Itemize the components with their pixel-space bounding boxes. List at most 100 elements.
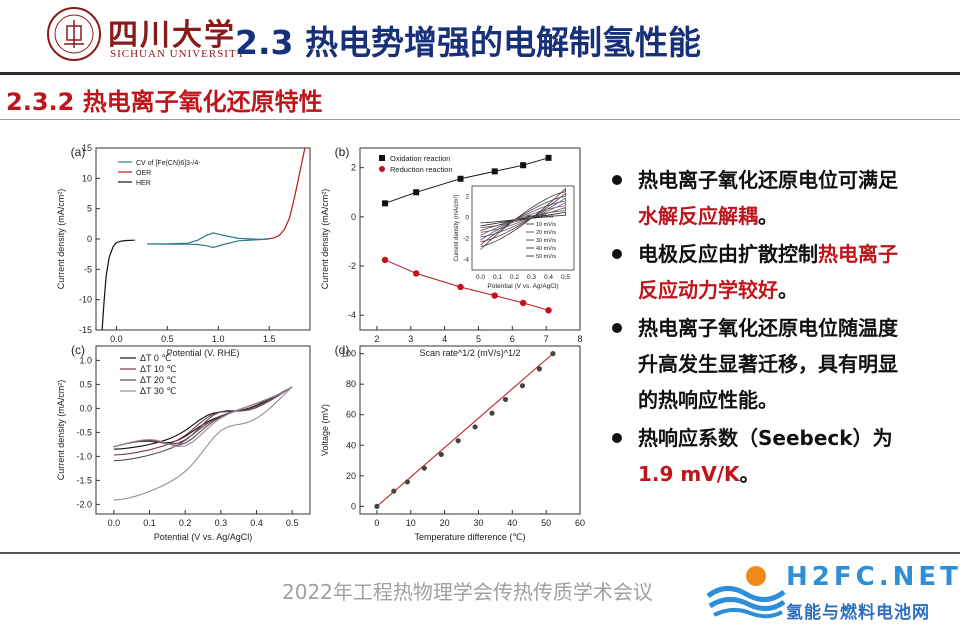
y-tick-label: -10 [79, 295, 92, 305]
y-tick-label: 1.0 [79, 355, 92, 365]
inset-legend-label: 10 mV/s [536, 222, 556, 228]
x-tick-label: 6 [510, 334, 515, 344]
legend-label: CV of [Fe(CN)6]3-/4- [136, 160, 201, 167]
data-point-reduction [491, 292, 498, 299]
x-tick-label: 0.0 [108, 518, 121, 528]
data-point [519, 383, 526, 389]
y-tick-label: 100 [341, 349, 356, 359]
panel-label: (a) [71, 145, 86, 159]
inset-legend-label: 50 mV/s [536, 254, 556, 260]
bullet-text: 电极反应由扩散控制 [638, 242, 818, 266]
footer-divider [0, 552, 960, 554]
fit-line [376, 353, 554, 507]
y-tick-label: 0 [351, 212, 356, 222]
y-tick-label: 0 [351, 501, 356, 511]
inset-y-axis-label: Current density (mA/cm²) [454, 194, 460, 261]
y-tick-label: 2 [351, 163, 356, 173]
inset-cv-curve [480, 211, 566, 227]
y-axis-label: Current density (mA/cm²) [56, 380, 66, 481]
series-line-cv-of-fe-cn-6-3-4- [146, 232, 270, 249]
inset-x-tick-label: 0.1 [493, 274, 502, 281]
title-divider [0, 72, 960, 75]
bullet-dot-icon [612, 175, 622, 185]
panel-label: (d) [335, 343, 350, 357]
x-tick-label: 0.4 [250, 518, 263, 528]
data-point-reduction [519, 299, 527, 307]
x-tick-label: 7 [544, 334, 549, 344]
bullet-dot-icon [612, 323, 622, 333]
legend-label: Reduction reaction [390, 165, 453, 174]
legend-marker [379, 166, 385, 172]
x-tick-label: 0.0 [110, 334, 123, 344]
y-tick-label: -4 [348, 310, 356, 320]
x-axis-label: Potential (V vs. Ag/AgCl) [154, 532, 253, 542]
plot-frame [95, 345, 311, 515]
inset-cv-curve [480, 197, 566, 241]
data-point [421, 465, 427, 471]
inset-x-tick-label: 0.2 [510, 274, 519, 281]
bullet-highlight: 1.9 mV/K [638, 462, 740, 486]
fit-line [384, 259, 549, 311]
watermark-cn: 氢能与燃料电池网 [786, 603, 930, 623]
x-tick-label: 10 [406, 518, 416, 528]
bullet-list: 热电离子氧化还原电位可满足水解反应解耦。 电极反应由扩散控制热电离子反应动力学较… [606, 162, 906, 494]
inset-x-axis-label: Potential (V vs. Ag/AgCl) [487, 283, 558, 290]
conference-footer: 2022年工程热物理学会传热传质学术会议 [282, 580, 653, 604]
x-tick-label: 8 [577, 334, 582, 344]
panel-label: (b) [335, 145, 350, 159]
y-axis-label: Voltage (mV) [320, 404, 330, 456]
y-tick-label: 10 [82, 173, 92, 183]
legend-label: OER [136, 170, 151, 177]
x-tick-label: 2 [374, 334, 379, 344]
subtitle-divider [0, 119, 960, 120]
cv-curve [113, 386, 293, 462]
section-subtitle: 2.3.2 热电离子氧化还原特性 [6, 88, 323, 116]
data-point-oxidation [413, 189, 420, 196]
data-point [502, 396, 509, 403]
bullet-dot-icon [612, 433, 622, 443]
y-tick-label: 60 [346, 410, 356, 420]
x-tick-label: 3 [408, 334, 413, 344]
inset-cv-curve [480, 192, 566, 246]
university-name-en: SICHUAN UNIVERSITY [110, 48, 246, 60]
y-tick-label: -0.5 [76, 427, 92, 437]
y-tick-label: 15 [82, 143, 92, 153]
inset-y-tick-label: 2 [465, 194, 469, 201]
panel-label: (c) [71, 343, 85, 357]
x-axis-label: Scan rate^1/2 (mV/s)^1/2 [420, 348, 521, 358]
inset-legend-label: 5 mV/s [536, 214, 553, 220]
fit-line [384, 157, 549, 204]
x-tick-label: 0.1 [143, 518, 156, 528]
data-point-oxidation [491, 168, 498, 175]
x-tick-label: 0.2 [179, 518, 192, 528]
legend-marker [379, 155, 385, 161]
data-point [455, 438, 461, 444]
y-tick-label: -1.0 [76, 451, 92, 461]
bullet-item: 热响应系数（Seebeck）为 1.9 mV/K。 [606, 420, 906, 492]
legend-label: HER [136, 180, 151, 187]
sichuan-university-seal-icon [47, 7, 101, 61]
bullet-text-end: 。 [778, 278, 798, 302]
x-tick-label: 50 [541, 518, 551, 528]
data-point-oxidation [382, 200, 389, 207]
inset-cv-curve [480, 202, 566, 236]
bullet-highlight: 热电离子反应动力学较好 [638, 242, 898, 302]
legend-label: ΔT 0 ℃ [140, 353, 171, 363]
y-axis-label: Current density (mA/cm²) [56, 189, 66, 290]
y-tick-label: 0.0 [79, 403, 92, 413]
x-tick-label: 0.3 [215, 518, 228, 528]
y-tick-label: 0 [87, 234, 92, 244]
y-tick-label: -2.0 [76, 499, 92, 509]
data-point-oxidation [457, 175, 464, 182]
y-tick-label: 80 [346, 379, 356, 389]
legend-label: ΔT 10 ℃ [140, 364, 176, 374]
x-tick-label: 0 [374, 518, 379, 528]
inset-y-tick-label: -4 [463, 257, 469, 264]
data-point [550, 351, 556, 357]
plot-frame [95, 147, 311, 331]
cv-curve [113, 386, 293, 456]
x-tick-label: 20 [440, 518, 450, 528]
y-tick-label: -2 [348, 261, 356, 271]
x-tick-label: 1.0 [212, 334, 225, 344]
